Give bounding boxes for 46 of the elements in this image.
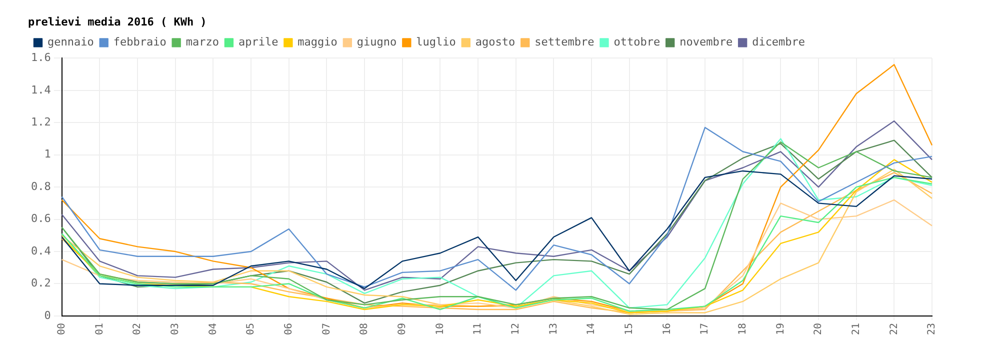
x-tick-label: 07 <box>321 322 332 336</box>
x-tick-label: 10 <box>434 322 446 336</box>
y-tick-label: 0.8 <box>30 180 51 193</box>
legend-label: giugno <box>356 36 397 49</box>
legend-label: novembre <box>680 36 733 49</box>
legend-label: marzo <box>186 36 219 49</box>
x-tick-label: 15 <box>624 322 635 336</box>
x-tick-label: 23 <box>926 322 938 336</box>
y-tick-label: 0.2 <box>30 276 51 290</box>
x-tick-label: 05 <box>246 322 257 336</box>
x-tick-label: 09 <box>396 322 408 336</box>
chart-title: prelievi media 2016 ( KWh ) <box>28 15 207 28</box>
y-tick-label: 1.2 <box>30 116 51 128</box>
legend-label: agosto <box>475 36 516 49</box>
legend-label: luglio <box>416 36 456 49</box>
x-tick-label: 01 <box>94 322 106 336</box>
legend-label: aprile <box>238 36 278 49</box>
y-tick-label: 0 <box>44 308 51 322</box>
x-tick-label: 18 <box>737 322 748 336</box>
legend-label: ottobre <box>614 36 660 49</box>
legend-label: maggio <box>298 36 338 49</box>
x-tick-label: 17 <box>700 322 711 336</box>
x-tick-label: 04 <box>208 322 219 336</box>
x-tick-label: 13 <box>548 322 560 336</box>
x-tick-label: 22 <box>888 322 900 336</box>
x-tick-label: 02 <box>132 322 144 336</box>
y-tick-label: 1 <box>44 148 51 161</box>
x-tick-label: 08 <box>359 322 370 336</box>
x-tick-label: 20 <box>813 322 824 336</box>
x-tick-label: 00 <box>56 322 68 336</box>
x-tick-label: 14 <box>586 322 598 336</box>
x-tick-label: 19 <box>775 322 786 336</box>
y-tick-label: 0.6 <box>30 212 51 226</box>
legend-label: febbraio <box>113 36 166 49</box>
x-tick-label: 11 <box>472 322 484 336</box>
x-tick-label: 03 <box>170 322 181 336</box>
x-tick-label: 12 <box>510 322 522 336</box>
y-tick-label: 1.4 <box>30 83 52 96</box>
legend-label: settembre <box>534 36 594 49</box>
x-tick-label: 16 <box>662 322 673 336</box>
x-tick-label: 06 <box>283 322 294 336</box>
x-tick-label: 21 <box>850 322 862 336</box>
legend-label: gennaio <box>48 36 94 49</box>
legend-label: dicembre <box>752 36 806 49</box>
y-tick-label: 1.6 <box>30 51 51 64</box>
y-tick-label: 0.4 <box>30 244 52 258</box>
